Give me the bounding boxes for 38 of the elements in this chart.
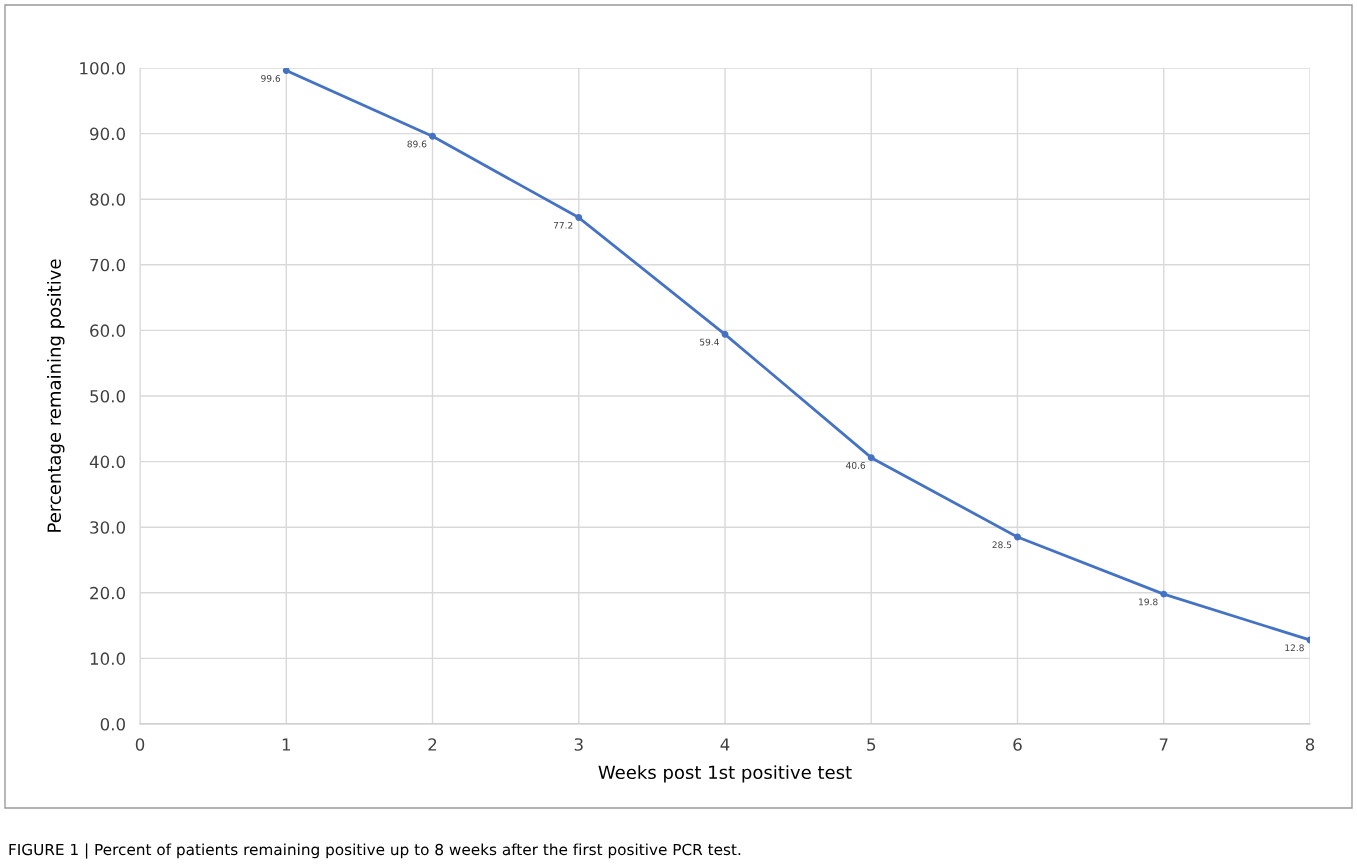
x-tick-label: 1 xyxy=(282,738,291,751)
point xyxy=(1014,533,1021,541)
point xyxy=(867,454,875,462)
y-tick-label: 30.0 xyxy=(90,521,125,534)
data-label: 77.2 xyxy=(553,221,573,229)
x-tick-label: 8 xyxy=(1305,738,1315,751)
data-label: 28.5 xyxy=(992,541,1012,549)
point xyxy=(282,68,290,75)
data-label: 59.4 xyxy=(700,338,719,346)
x-tick-label: 0 xyxy=(135,738,145,751)
x-tick-label: 4 xyxy=(720,738,730,751)
y-axis-title: Percentage remaining positive xyxy=(47,259,65,532)
y-tick-label: 0.0 xyxy=(100,717,126,731)
y-tick-label: 40.0 xyxy=(89,455,125,469)
data-label: 12.8 xyxy=(1285,644,1304,652)
point xyxy=(1160,590,1168,598)
y-tick-label: 60.0 xyxy=(90,324,125,337)
y-tick-label: 80.0 xyxy=(90,193,125,206)
x-tick-label: 3 xyxy=(574,738,583,751)
x-tick-label: 6 xyxy=(1013,738,1022,751)
x-tick-label: 2 xyxy=(428,738,437,751)
y-tick-label: 50.0 xyxy=(90,389,125,403)
y-tick-label: 20.0 xyxy=(90,586,125,600)
y-tick-label: 10.0 xyxy=(90,652,125,665)
data-label: 19.8 xyxy=(1139,598,1158,606)
y-tick-label: 70.0 xyxy=(90,258,125,272)
y-tick-label: 100.0 xyxy=(80,61,125,75)
data-label: 40.6 xyxy=(846,461,866,469)
point xyxy=(721,330,729,338)
point xyxy=(575,214,583,222)
caption: FIGURE 1 | Percent of patients remaining positive up to 8 weeks after the first positive PCR test. xyxy=(9,843,741,859)
x-tick-label: 5 xyxy=(867,738,876,751)
point xyxy=(429,132,436,140)
x-axis-title: Weeks post 1st positive test xyxy=(598,765,852,783)
y-tick-label: 90.0 xyxy=(90,127,125,141)
data-label: 89.6 xyxy=(407,140,427,148)
x-tick-label: 7 xyxy=(1159,738,1168,751)
data-label: 99.6 xyxy=(261,74,281,82)
